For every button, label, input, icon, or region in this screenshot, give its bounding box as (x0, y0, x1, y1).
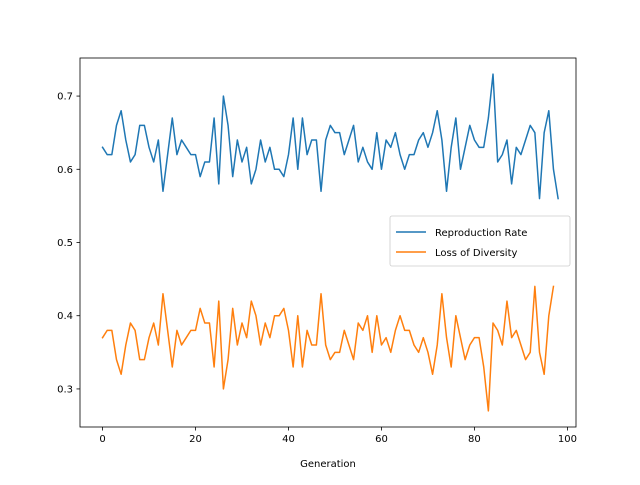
x-tick-label: 100 (558, 434, 577, 445)
y-tick-label: 0.5 (57, 238, 73, 249)
y-tick-label: 0.3 (57, 384, 73, 395)
legend: Reproduction Rate Loss of Diversity (389, 215, 571, 267)
series-line-reproduction-rate (101, 73, 559, 200)
x-axis-label: Generation (300, 459, 356, 470)
y-axis-ticks: 0.3 0.4 0.5 0.6 0.7 (57, 92, 80, 395)
series-line-loss-of-diversity (101, 285, 555, 412)
legend-label-reproduction-rate: Reproduction Rate (435, 228, 527, 239)
y-tick-label: 0.4 (57, 311, 73, 322)
y-tick-label: 0.6 (57, 165, 73, 176)
x-tick-label: 80 (468, 434, 481, 445)
series-layer (101, 73, 559, 412)
y-tick-label: 0.7 (57, 92, 73, 103)
x-tick-label: 0 (99, 434, 105, 445)
legend-box (389, 215, 571, 267)
x-tick-label: 40 (282, 434, 295, 445)
x-tick-label: 60 (375, 434, 388, 445)
x-axis-ticks: 0 20 40 60 80 100 (99, 427, 577, 445)
legend-label-loss-of-diversity: Loss of Diversity (435, 248, 517, 259)
x-tick-label: 20 (189, 434, 202, 445)
